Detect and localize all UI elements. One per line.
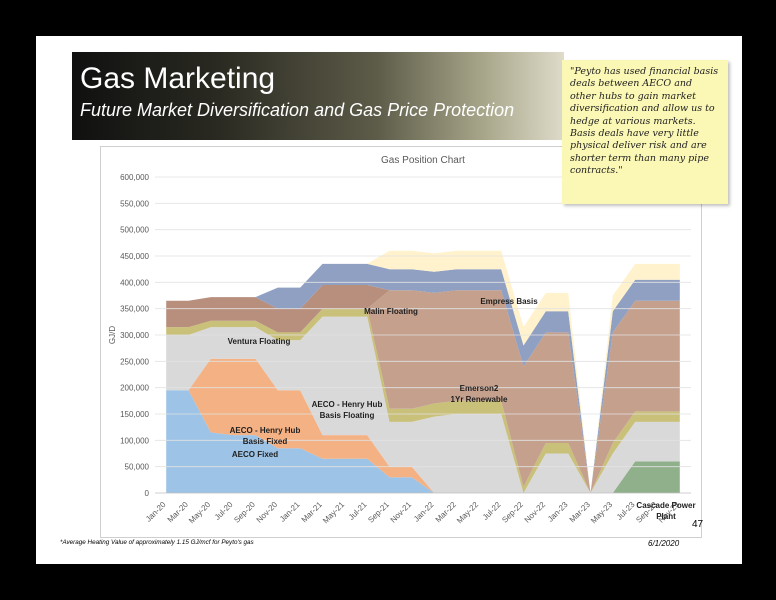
y-axis-label: GJ/D (108, 326, 117, 344)
x-tick-label: Nov-22 (523, 500, 548, 525)
annotation-aeco-henry-hub-basis-fixed: Basis Fixed (243, 437, 288, 446)
annotation-aeco-fixed: AECO Fixed (232, 450, 278, 459)
x-tick-label: Sep-22 (500, 500, 525, 525)
y-tick-label: 450,000 (120, 252, 149, 261)
series-area-emerson2-1yr-renewable (166, 290, 680, 493)
annotation-cascade-power-plant: Plant (656, 512, 676, 521)
series-area-cascade-power-plant (166, 358, 680, 493)
x-tick-label: May-23 (589, 500, 615, 526)
annotation-aeco-henry-hub-basis-floating: Basis Floating (320, 411, 375, 420)
sticky-note: "Peyto has used financial basis deals be… (562, 60, 728, 204)
y-tick-label: 100,000 (120, 436, 149, 445)
x-tick-label: May-20 (187, 500, 213, 526)
y-tick-label: 300,000 (120, 331, 149, 340)
title-banner: Gas Marketing Future Market Diversificat… (72, 52, 564, 140)
slide-date: 6/1/2020 (648, 539, 680, 548)
annotation-cascade-power-plant: Cascade Power (636, 501, 695, 510)
y-tick-label: 550,000 (120, 199, 149, 208)
x-tick-label: Nov-21 (389, 500, 414, 525)
page-number: 47 (692, 519, 704, 530)
series-area-unlabeled-band (166, 308, 680, 493)
x-tick-label: Mar-21 (300, 500, 325, 525)
series-area-aeco-henry-hub-basis-floating (166, 316, 680, 493)
footnote: *Average Heating Value of approximately … (60, 539, 254, 546)
y-tick-label: 600,000 (120, 173, 149, 182)
slide: Gas Marketing Future Market Diversificat… (36, 36, 742, 564)
x-tick-label: Nov-20 (255, 500, 280, 525)
series-area-aeco-fixed (166, 390, 680, 493)
annotation-emerson2-1yr-renewable: Emerson2 (460, 384, 499, 393)
x-tick-label: Mar-23 (568, 500, 593, 525)
annotation-aeco-henry-hub-basis-floating: AECO - Henry Hub (312, 400, 383, 409)
series-area-aeco-henry-hub-basis-fixed (166, 358, 680, 493)
y-tick-label: 250,000 (120, 357, 149, 366)
y-tick-label: 50,000 (125, 463, 150, 472)
y-tick-label: 150,000 (120, 410, 149, 419)
x-tick-label: Sep-20 (232, 500, 257, 525)
y-tick-label: 200,000 (120, 384, 149, 393)
series-area-malin-floating (166, 263, 680, 493)
chart-title: Gas Position Chart (381, 155, 465, 166)
annotation-aeco-henry-hub-basis-fixed: AECO - Henry Hub (230, 426, 301, 435)
annotation-empress-basis: Empress Basis (480, 297, 538, 306)
x-tick-label: May-21 (321, 500, 347, 526)
y-tick-label: 400,000 (120, 278, 149, 287)
slide-subtitle: Future Market Diversification and Gas Pr… (80, 100, 515, 120)
series-area-empress-basis (166, 250, 680, 493)
annotation-malin-floating: Malin Floating (364, 307, 418, 316)
annotation-ventura-floating: Ventura Floating (228, 337, 291, 346)
y-tick-label: 350,000 (120, 305, 149, 314)
annotation-emerson2-1yr-renewable: 1Yr Renewable (451, 395, 508, 404)
x-tick-label: Jan-20 (144, 500, 168, 524)
x-tick-label: Mar-20 (166, 500, 191, 525)
x-tick-label: Jan-23 (546, 500, 570, 524)
x-tick-label: Mar-22 (434, 500, 459, 525)
series-area-ventura-floating (166, 285, 680, 493)
chart-canvas: Gas Position Chart 0 50,000 100,000 150,000 2… (108, 155, 696, 526)
x-tick-label: May-22 (455, 500, 481, 526)
x-tick-label: Jan-22 (412, 500, 436, 524)
gas-position-chart: Gas Position Chart 0 50,000 100,000 150,000 2… (100, 146, 702, 538)
slide-title: Gas Marketing (80, 62, 276, 95)
x-tick-label: Sep-21 (366, 500, 391, 525)
y-tick-label: 0 (145, 489, 150, 498)
y-tick-label: 500,000 (120, 226, 149, 235)
x-tick-label: Jan-21 (278, 500, 302, 524)
